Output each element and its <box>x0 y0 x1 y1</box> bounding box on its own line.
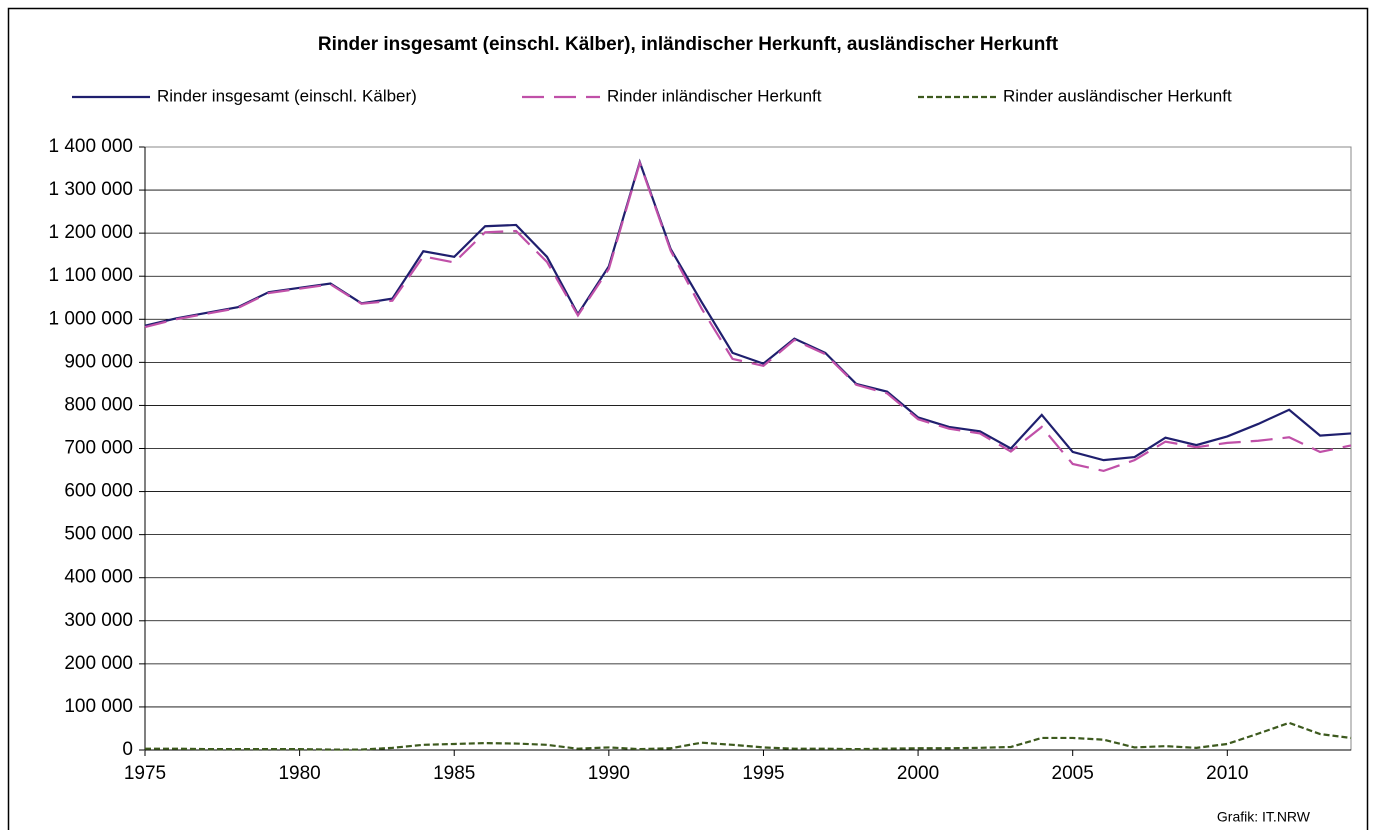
y-tick-label: 800 000 <box>64 394 133 415</box>
y-tick-label: 100 000 <box>64 696 133 717</box>
x-tick-label: 1985 <box>433 763 475 784</box>
frame <box>7 7 1369 835</box>
x-tick-label: 1990 <box>588 763 630 784</box>
x-tick-label: 1980 <box>278 763 320 784</box>
source: Grafik: IT.NRW <box>1217 809 1311 825</box>
series-line <box>144 159 1352 473</box>
y-tick-label: 1 000 000 <box>48 308 133 329</box>
y-tick-label: 1 300 000 <box>48 179 133 200</box>
legend-label: Rinder ausländischer Herkunft <box>1003 86 1232 105</box>
y-tick-label: 500 000 <box>64 524 133 545</box>
y-tick-label: 200 000 <box>64 653 133 674</box>
y-tick-label: 700 000 <box>64 438 133 459</box>
x-tick-label: 2010 <box>1206 763 1248 784</box>
x-tick-label: 1975 <box>124 763 166 784</box>
series-line <box>145 721 1352 751</box>
x-tick-label: 2005 <box>1052 763 1094 784</box>
y-tick-label: 1 100 000 <box>48 265 133 286</box>
y-tick-label: 900 000 <box>64 351 133 372</box>
y-tick-label: 1 400 000 <box>48 136 133 157</box>
y-tick-label: 300 000 <box>64 610 133 631</box>
chart-title: Rinder insgesamt (einschl. Kälber), inlä… <box>318 34 1059 55</box>
legend-label: Rinder insgesamt (einschl. Kälber) <box>157 86 417 105</box>
x-tick-label: 1995 <box>742 763 784 784</box>
y-tick-label: 1 200 000 <box>48 222 133 243</box>
x-tick-label: 2000 <box>897 763 939 784</box>
series-line <box>144 158 1352 462</box>
y-tick-label: 600 000 <box>64 481 133 502</box>
legend-label: Rinder inländischer Herkunft <box>607 86 822 105</box>
y-tick-label: 400 000 <box>64 567 133 588</box>
y-tick-label: 0 <box>122 739 133 760</box>
